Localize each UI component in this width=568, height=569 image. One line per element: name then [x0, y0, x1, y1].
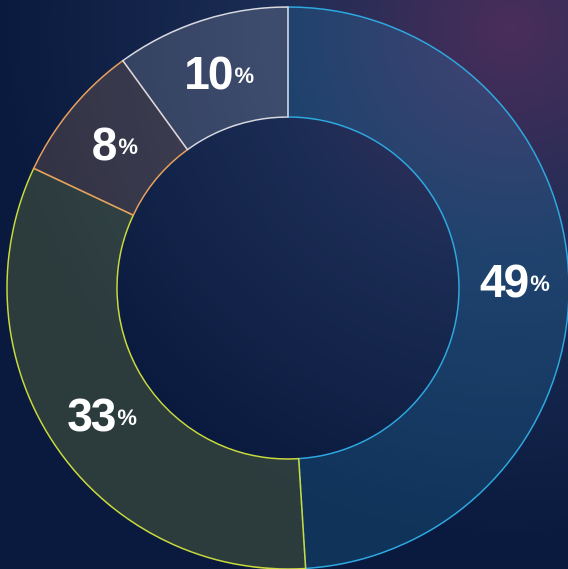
chart: 49%33%8%10%: [0, 0, 568, 569]
